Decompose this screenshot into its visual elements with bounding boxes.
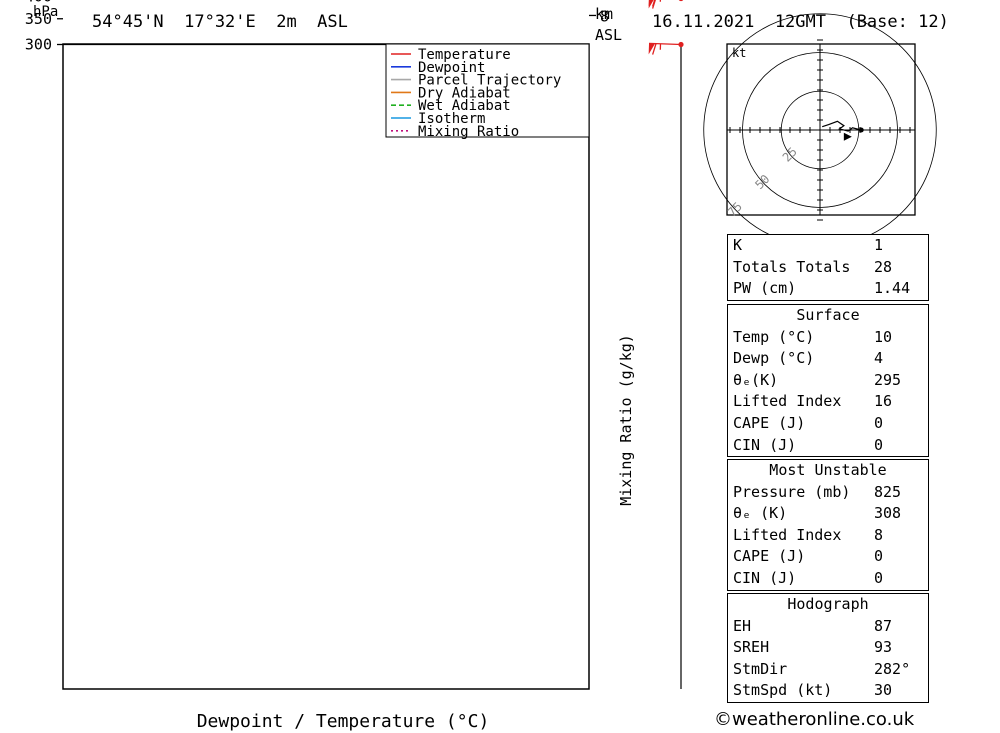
surface-dewp-label: Dewp (°C)	[733, 349, 815, 368]
surface-temp-label: Temp (°C)	[733, 327, 815, 346]
surface-cin-value: 0	[874, 435, 884, 454]
legend-label: Wet Adiabat	[418, 98, 511, 114]
legend-label: Mixing Ratio	[418, 124, 519, 140]
km-tick-label: 8	[600, 7, 609, 25]
wet-adiabat	[941, 0, 1000, 45]
copyright-link[interactable]: ©weatheronline.co.uk	[714, 709, 915, 730]
wind-barb-pennant	[648, 0, 654, 9]
tt-label: Totals Totals	[733, 257, 851, 276]
wind-barb-pennant	[648, 43, 656, 55]
indices-table: K 1 Totals Totals 28 PW (cm) 1.44	[727, 234, 929, 301]
most-unstable-table: Most Unstable Pressure (mb) 825 θₑ (K) 308…	[727, 459, 929, 591]
k-label: K	[733, 236, 743, 254]
wind-barb	[648, 41, 684, 55]
mu-cin-label: CIN (J)	[733, 568, 797, 587]
wind-barb	[648, 0, 684, 9]
legend-box	[385, 43, 590, 138]
mu-thetae-value: 308	[874, 504, 902, 523]
location-title: 54°45'N 17°32'E 2m ASL	[92, 12, 348, 32]
mu-cape-label: CAPE (J)	[733, 547, 806, 566]
wind-barb-dot	[678, 0, 684, 2]
sreh-value: 93	[874, 638, 893, 657]
storm-motion-arrow	[843, 132, 852, 141]
legend-label: Dry Adiabat	[418, 85, 511, 101]
surface-li-label: Lifted Index	[733, 392, 842, 411]
hodograph-title: Hodograph	[787, 595, 869, 613]
surface-dewp-value: 4	[874, 349, 884, 368]
eh-label: EH	[733, 616, 752, 635]
surface-temp-value: 10	[874, 327, 893, 346]
km-tick-label: 7	[600, 0, 609, 1]
legend-label: Isotherm	[418, 111, 485, 127]
k-value: 1	[874, 236, 884, 254]
stmspd-value: 30	[874, 681, 893, 700]
surface-li-value: 16	[874, 392, 893, 411]
asl-unit: ASL	[595, 26, 623, 44]
km-unit: km	[595, 5, 614, 23]
wind-barb-feather	[652, 43, 657, 55]
axes: 1234681015202530035040045050055060065070…	[25, 0, 635, 732]
legend-label: Parcel Trajectory	[418, 73, 561, 89]
mu-title: Most Unstable	[769, 461, 887, 479]
hodograph-trace	[822, 120, 862, 132]
wind-profile	[648, 0, 684, 689]
pw-label: PW (cm)	[733, 279, 797, 298]
pressure-tick-label: 350	[25, 10, 52, 28]
isotherm	[954, 0, 1000, 45]
mu-pressure-value: 825	[874, 482, 902, 501]
wind-barb-feather	[652, 0, 656, 9]
dry-adiabat	[993, 0, 1000, 45]
legend-label: Dewpoint	[418, 60, 485, 76]
mu-thetae-label: θₑ (K)	[733, 504, 788, 523]
legend-label: Temperature	[418, 47, 511, 63]
mu-cape-value: 0	[874, 547, 884, 566]
pressure-tick-label: 300	[25, 36, 52, 54]
surface-cape-label: CAPE (J)	[733, 413, 806, 432]
mixing-ratio-axis-label: Mixing Ratio (g/kg)	[617, 334, 635, 506]
stmdir-label: StmDir	[733, 659, 788, 678]
surface-thetae-value: 295	[874, 370, 902, 389]
hodograph-unit: kt	[732, 46, 746, 60]
surface-cin-label: CIN (J)	[733, 435, 797, 454]
surface-cape-value: 0	[874, 413, 884, 432]
hpa-unit: hPa	[33, 4, 59, 20]
sreh-label: SREH	[733, 638, 770, 657]
surface-title: Surface	[796, 306, 860, 324]
eh-value: 87	[874, 616, 893, 635]
x-axis-label: Dewpoint / Temperature (°C)	[197, 711, 490, 732]
surface-table: Surface Temp (°C) 10 Dewp (°C) 4 θₑ(K) 295 …	[727, 304, 929, 458]
surface-thetae-label: θₑ(K)	[733, 370, 779, 389]
mu-li-value: 8	[874, 525, 884, 544]
mu-li-label: Lifted Index	[733, 525, 842, 544]
pressure-tick-label: 400	[25, 0, 52, 5]
mu-cin-value: 0	[874, 568, 884, 587]
stmspd-label: StmSpd (kt)	[733, 681, 833, 700]
tt-value: 28	[874, 257, 893, 276]
pw-value: 1.44	[874, 279, 911, 298]
hodograph-table: Hodograph EH 87 SREH 93 StmDir 282° StmSpd …	[727, 593, 929, 703]
mu-pressure-label: Pressure (mb)	[733, 482, 851, 501]
datetime-title: 16.11.2021 12GMT (Base: 12)	[652, 12, 949, 32]
dry-adiabat	[946, 0, 1000, 45]
hodograph-end-dot	[858, 127, 864, 133]
stmdir-value: 282°	[874, 659, 911, 678]
plot-frame	[62, 43, 590, 690]
